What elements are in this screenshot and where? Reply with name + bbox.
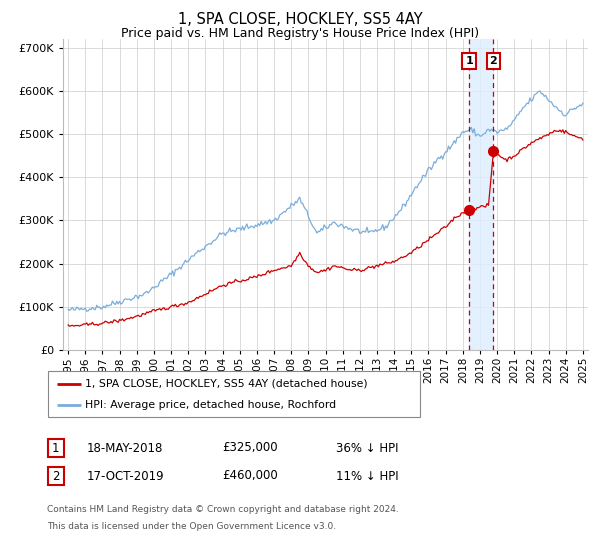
Text: 1, SPA CLOSE, HOCKLEY, SS5 4AY: 1, SPA CLOSE, HOCKLEY, SS5 4AY bbox=[178, 12, 422, 27]
Text: 1, SPA CLOSE, HOCKLEY, SS5 4AY (detached house): 1, SPA CLOSE, HOCKLEY, SS5 4AY (detached… bbox=[85, 379, 368, 389]
Text: 2: 2 bbox=[490, 56, 497, 66]
Text: 1: 1 bbox=[465, 56, 473, 66]
Text: Price paid vs. HM Land Registry's House Price Index (HPI): Price paid vs. HM Land Registry's House … bbox=[121, 27, 479, 40]
Text: 36% ↓ HPI: 36% ↓ HPI bbox=[336, 441, 398, 455]
Text: £325,000: £325,000 bbox=[222, 441, 278, 455]
Text: This data is licensed under the Open Government Licence v3.0.: This data is licensed under the Open Gov… bbox=[47, 522, 336, 531]
Text: 11% ↓ HPI: 11% ↓ HPI bbox=[336, 469, 398, 483]
Text: £460,000: £460,000 bbox=[222, 469, 278, 483]
Text: 2: 2 bbox=[52, 470, 59, 483]
Text: 18-MAY-2018: 18-MAY-2018 bbox=[87, 441, 163, 455]
Text: 17-OCT-2019: 17-OCT-2019 bbox=[87, 469, 164, 483]
Text: 1: 1 bbox=[52, 442, 59, 455]
Text: Contains HM Land Registry data © Crown copyright and database right 2024.: Contains HM Land Registry data © Crown c… bbox=[47, 505, 398, 514]
Text: HPI: Average price, detached house, Rochford: HPI: Average price, detached house, Roch… bbox=[85, 400, 337, 410]
Bar bbox=[469, 39, 493, 350]
